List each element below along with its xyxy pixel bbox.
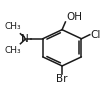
Text: CH₃: CH₃ <box>4 46 21 55</box>
Text: Br: Br <box>56 74 67 84</box>
Text: OH: OH <box>66 12 82 22</box>
Text: Cl: Cl <box>89 30 100 40</box>
Text: N: N <box>21 34 29 44</box>
Text: CH₃: CH₃ <box>4 22 21 31</box>
